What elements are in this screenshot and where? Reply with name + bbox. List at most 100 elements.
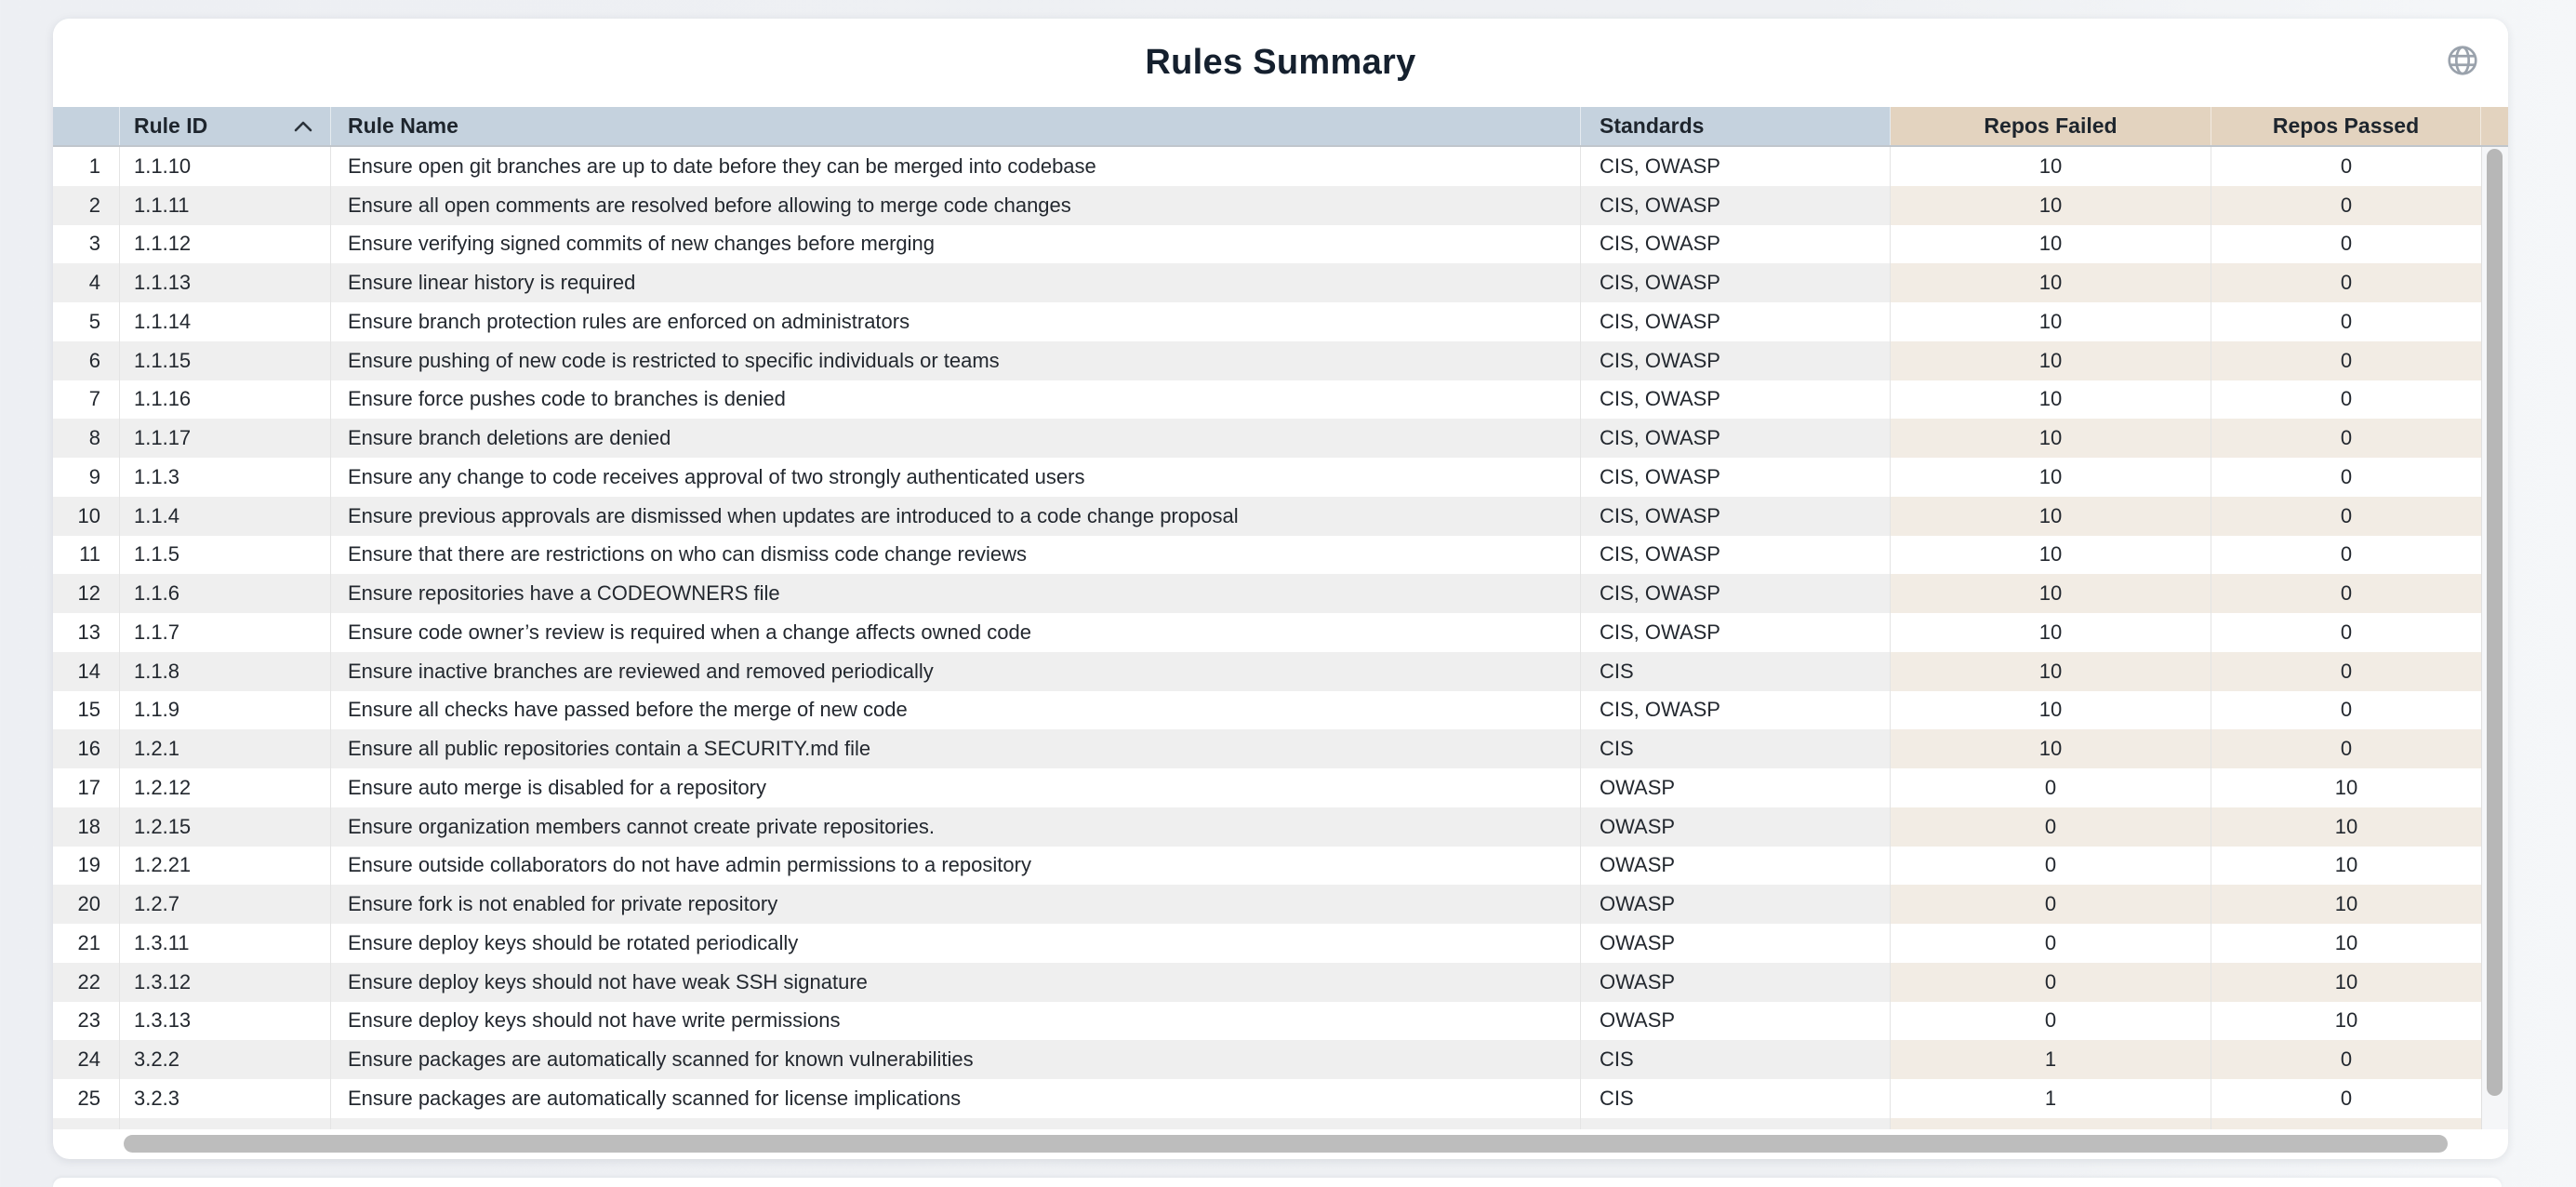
cell-repos-passed: 0 bbox=[2211, 574, 2481, 613]
cell-rule-name: Ensure outside collaborators do not have… bbox=[331, 846, 1581, 886]
cell-repos-failed: 0 bbox=[1891, 768, 2211, 807]
table-row[interactable]: 15 1.1.9 Ensure all checks have passed bef… bbox=[53, 690, 2481, 730]
cell-standards bbox=[1581, 1117, 1891, 1129]
table-row[interactable]: 8 1.1.17 Ensure branch deletions are denie… bbox=[53, 419, 2481, 458]
cell-standards: CIS, OWASP bbox=[1581, 224, 1891, 264]
cell-row-number: 20 bbox=[53, 885, 120, 924]
cell-rule-id: 1.1.14 bbox=[120, 302, 331, 341]
table-row[interactable]: 19 1.2.21 Ensure outside collaborators do … bbox=[53, 846, 2481, 886]
cell-repos-passed: 10 bbox=[2334, 1008, 2358, 1033]
cell-rule-name: Ensure that there are restrictions on wh… bbox=[331, 535, 1581, 575]
cell-row-number: 11 bbox=[53, 535, 120, 575]
cell-rule-name: Ensure code owner’s review is required w… bbox=[331, 613, 1581, 652]
next-card-top-edge bbox=[53, 1178, 2502, 1187]
cell-standards: CIS, OWASP bbox=[1581, 535, 1891, 575]
rules-summary-card: Rules Summary Rule ID Rule Name Standard… bbox=[53, 19, 2508, 1159]
cell-repos-passed: 10 bbox=[2334, 930, 2358, 954]
cell-row-number: 5 bbox=[53, 302, 120, 341]
cell-row-number: 4 bbox=[53, 263, 120, 302]
column-header-repos-failed[interactable]: Repos Failed bbox=[1891, 107, 2211, 145]
vertical-scrollbar[interactable] bbox=[2481, 147, 2508, 1129]
cell-standards: CIS bbox=[1581, 1079, 1891, 1118]
column-header-rule-id[interactable]: Rule ID bbox=[120, 107, 331, 145]
table-row[interactable]: 6 1.1.15 Ensure pushing of new code is res… bbox=[53, 340, 2481, 380]
cell-rule-name: Ensure inactive branches are reviewed an… bbox=[331, 651, 1581, 691]
cell-standards: OWASP bbox=[1581, 1001, 1891, 1041]
cell-repos-passed: 0 bbox=[2211, 419, 2481, 458]
column-header-repos-passed[interactable]: Repos Passed bbox=[2211, 107, 2481, 145]
cell-rule-id: 1.2.1 bbox=[120, 729, 331, 768]
table-row[interactable]: 21 1.3.11 Ensure deploy keys should be rot… bbox=[53, 924, 2481, 963]
column-header-rule-name[interactable]: Rule Name bbox=[331, 107, 1581, 145]
column-header-label: Repos Passed bbox=[2272, 113, 2420, 138]
cell-repos-passed: 10 bbox=[2334, 775, 2358, 799]
cell-repos-passed: 0 bbox=[2340, 464, 2353, 488]
table-row[interactable]: 12 1.1.6 Ensure repositories have a CODEOW… bbox=[53, 574, 2481, 613]
cell-rule-name: Ensure all checks have passed before the… bbox=[331, 690, 1581, 730]
table-row[interactable]: 22 1.3.12 Ensure deploy keys should not ha… bbox=[53, 962, 2481, 1002]
table-row[interactable]: 7 1.1.16 Ensure force pushes code to branc… bbox=[53, 380, 2481, 420]
table-row[interactable]: 18 1.2.15 Ensure organization members cann… bbox=[53, 807, 2481, 847]
cell-rule-id: 1.2.21 bbox=[120, 846, 331, 886]
sort-ascending-icon bbox=[294, 121, 312, 131]
cell-rule-name: Ensure branch deletions are denied bbox=[331, 419, 1581, 458]
cell-row-number: 23 bbox=[53, 1001, 120, 1041]
cell-rule-name: Ensure fork is not enabled for private r… bbox=[331, 885, 1581, 924]
table-row[interactable]: 14 1.1.8 Ensure inactive branches are revi… bbox=[53, 651, 2481, 691]
cell-rule-id: 3.2.2 bbox=[120, 1040, 331, 1079]
table-row[interactable]: 23 1.3.13 Ensure deploy keys should not ha… bbox=[53, 1001, 2481, 1041]
cell-rule-name: Ensure auto merge is disabled for a repo… bbox=[331, 768, 1581, 807]
cell-standards: OWASP bbox=[1581, 846, 1891, 886]
table-row[interactable]: 10 1.1.4 Ensure previous approvals are dis… bbox=[53, 496, 2481, 536]
cell-rule-name: Ensure all open comments are resolved be… bbox=[331, 185, 1581, 225]
cell-rule-name: Ensure organization members cannot creat… bbox=[331, 807, 1581, 847]
column-header-scrollbar-gutter bbox=[2481, 107, 2508, 145]
cell-rule-id: 1.1.15 bbox=[120, 340, 331, 380]
table-row[interactable]: 25 3.2.3 Ensure packages are automatically… bbox=[53, 1079, 2481, 1118]
cell-repos-failed: 10 bbox=[1891, 496, 2211, 536]
cell-rule-name: Ensure packages are automatically scanne… bbox=[331, 1079, 1581, 1118]
table-row[interactable]: 24 3.2.2 Ensure packages are automatically… bbox=[53, 1040, 2481, 1079]
cell-repos-failed: 0 bbox=[1891, 885, 2211, 924]
table-row[interactable]: 11 1.1.5 Ensure that there are restriction… bbox=[53, 535, 2481, 575]
cell-row-number: 10 bbox=[53, 496, 120, 536]
cell-row-number: 12 bbox=[53, 574, 120, 613]
cell-repos-passed: 0 bbox=[2211, 263, 2481, 302]
cell-standards: CIS, OWASP bbox=[1581, 613, 1891, 652]
table-row[interactable]: 20 1.2.7 Ensure fork is not enabled for pr… bbox=[53, 885, 2481, 924]
cell-standards: OWASP bbox=[1581, 962, 1891, 1002]
table-row[interactable]: 9 1.1.3 Ensure any change to code receives… bbox=[53, 458, 2481, 497]
column-header-standards[interactable]: Standards bbox=[1581, 107, 1891, 145]
cell-row-number: 16 bbox=[53, 729, 120, 768]
cell-repos-failed: 10 bbox=[1891, 574, 2211, 613]
cell-repos-failed: 10 bbox=[1891, 729, 2211, 768]
cell-rule-name: Ensure deploy keys should be rotated per… bbox=[331, 924, 1581, 963]
card-header: Rules Summary bbox=[53, 19, 2508, 107]
cell-repos-passed: 0 bbox=[2340, 387, 2353, 411]
horizontal-scrollbar-thumb[interactable] bbox=[124, 1135, 2448, 1153]
cell-rule-id: 1.1.13 bbox=[120, 263, 331, 302]
cell-repos-passed: 0 bbox=[2340, 309, 2353, 333]
table-row[interactable]: 13 1.1.7 Ensure code owner’s review is req… bbox=[53, 613, 2481, 652]
table-row[interactable]: 3 1.1.12 Ensure verifying signed commits o… bbox=[53, 224, 2481, 264]
cell-rule-name: Ensure branch protection rules are enfor… bbox=[331, 302, 1581, 341]
cell-rule-id: 1.2.12 bbox=[120, 768, 331, 807]
cell-rule-id: 1.1.5 bbox=[120, 535, 331, 575]
cell-standards: CIS, OWASP bbox=[1581, 302, 1891, 341]
cell-repos-failed: 10 bbox=[1891, 613, 2211, 652]
globe-icon[interactable] bbox=[2445, 41, 2484, 80]
table-row[interactable]: 17 1.2.12 Ensure auto merge is disabled fo… bbox=[53, 768, 2481, 807]
cell-standards: CIS, OWASP bbox=[1581, 458, 1891, 497]
table-row[interactable]: 5 1.1.14 Ensure branch protection rules ar… bbox=[53, 302, 2481, 341]
cell-repos-failed: 0 bbox=[1891, 962, 2211, 1002]
table-row[interactable]: 1 1.1.10 Ensure open git branches are up t… bbox=[53, 147, 2481, 186]
grid-body: 1 1.1.10 Ensure open git branches are up t… bbox=[53, 147, 2481, 1129]
table-row[interactable]: 4 1.1.13 Ensure linear history is required… bbox=[53, 263, 2481, 302]
table-row[interactable]: 2 1.1.11 Ensure all open comments are reso… bbox=[53, 185, 2481, 225]
vertical-scrollbar-thumb[interactable] bbox=[2487, 149, 2503, 1096]
column-header-label: Rule Name bbox=[348, 113, 458, 138]
cell-row-number: 24 bbox=[53, 1040, 120, 1079]
cell-repos-passed: 0 bbox=[2340, 698, 2353, 722]
table-row[interactable]: 16 1.2.1 Ensure all public repositories co… bbox=[53, 729, 2481, 768]
cell-repos-failed: 10 bbox=[1891, 458, 2211, 497]
